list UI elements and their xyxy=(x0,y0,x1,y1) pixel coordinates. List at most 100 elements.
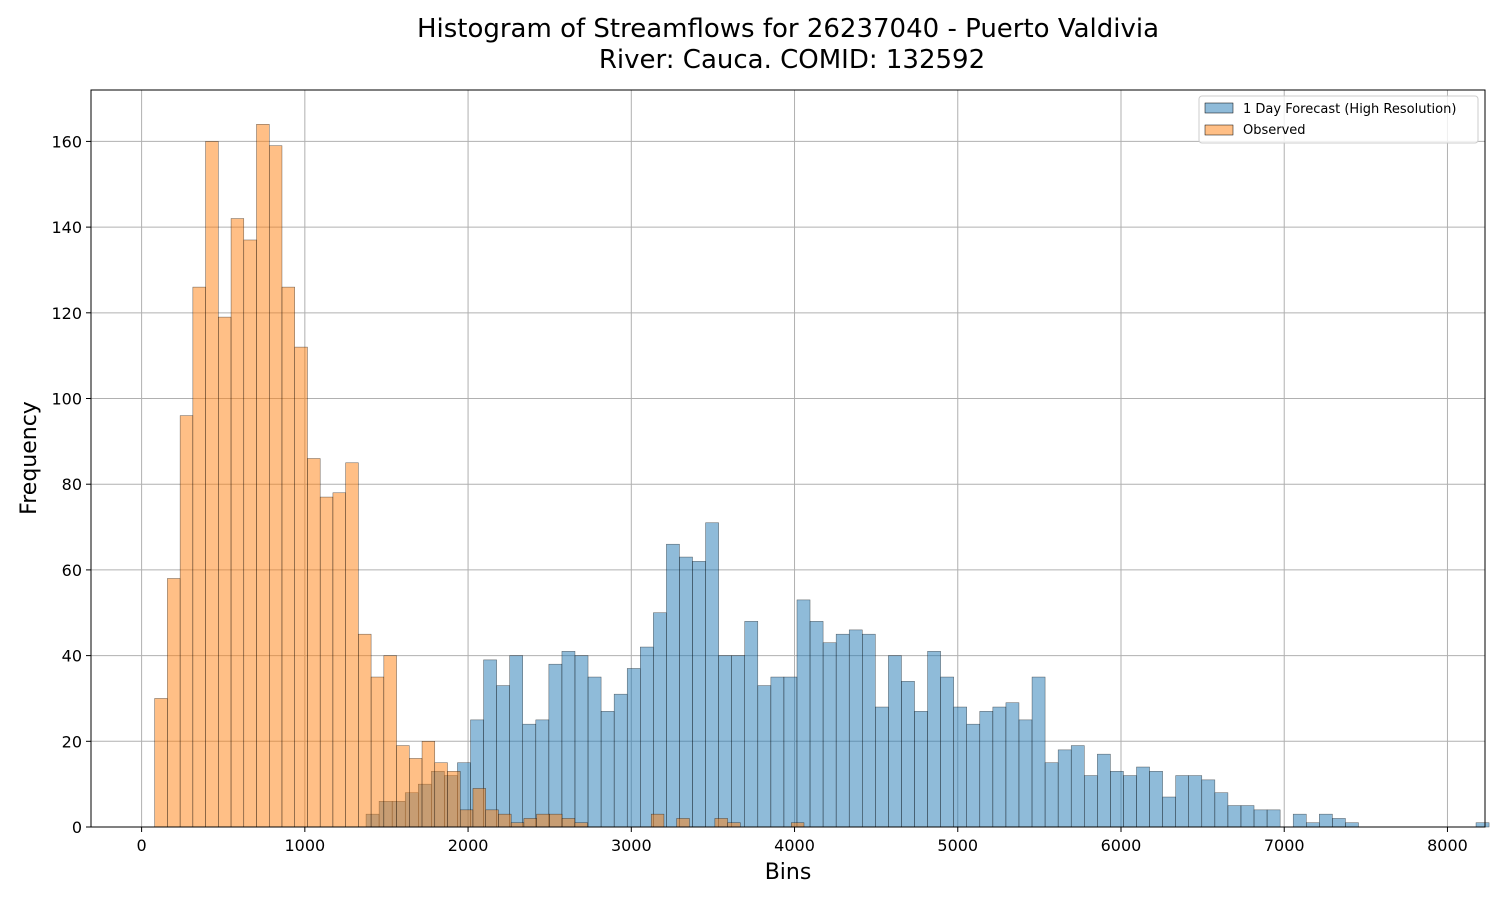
y-tick-label: 40 xyxy=(62,647,82,666)
x-tick-label: 6000 xyxy=(1101,836,1142,855)
forecast-bar xyxy=(1292,813,1307,828)
observed-bar xyxy=(383,655,397,828)
observed-bar xyxy=(268,145,283,828)
forecast-bar xyxy=(744,621,759,828)
observed-bar xyxy=(536,813,550,828)
forecast-bar xyxy=(522,723,537,828)
forecast-bar xyxy=(496,685,510,828)
forecast-bar xyxy=(1214,792,1229,828)
forecast-bar xyxy=(1253,809,1268,828)
forecast-bar xyxy=(862,633,876,828)
forecast-bar xyxy=(835,633,850,828)
forecast-bar xyxy=(535,719,550,828)
observed-bar xyxy=(434,762,448,828)
observed-bar xyxy=(256,124,270,828)
observed-bar xyxy=(561,818,576,828)
legend-swatch-forecast xyxy=(1204,102,1234,114)
observed-bar xyxy=(574,822,588,828)
forecast-bar xyxy=(548,663,563,828)
x-tick-label: 5000 xyxy=(937,836,978,855)
forecast-bar xyxy=(1110,771,1124,828)
observed-bar xyxy=(319,496,334,828)
forecast-bar xyxy=(1044,762,1059,828)
forecast-bar xyxy=(1018,719,1033,828)
series-observed xyxy=(154,124,805,828)
forecast-bar xyxy=(757,685,772,828)
forecast-bar xyxy=(901,681,915,828)
forecast-bar xyxy=(1188,775,1203,828)
legend-label-observed: Observed xyxy=(1243,123,1306,138)
observed-bar xyxy=(791,822,805,828)
forecast-bar xyxy=(914,711,928,828)
forecast-bar xyxy=(1149,771,1163,828)
forecast-bar xyxy=(1201,779,1216,828)
forecast-bar xyxy=(653,612,667,828)
forecast-bar xyxy=(770,676,785,828)
x-tick-label: 1000 xyxy=(284,836,325,855)
observed-bar xyxy=(421,741,436,828)
observed-bar xyxy=(727,822,741,828)
forecast-bar xyxy=(1057,749,1072,828)
observed-bar xyxy=(498,813,512,828)
bars xyxy=(154,124,1490,828)
observed-bar xyxy=(358,633,372,828)
forecast-bar xyxy=(574,655,589,828)
observed-bar xyxy=(230,218,245,828)
forecast-bar xyxy=(1136,766,1150,828)
x-tick-label: 8000 xyxy=(1427,836,1468,855)
observed-bar xyxy=(409,758,423,828)
forecast-bar xyxy=(875,706,889,828)
forecast-bar xyxy=(561,651,576,828)
x-tick-label: 4000 xyxy=(774,836,815,855)
forecast-bar xyxy=(613,693,628,828)
observed-bar xyxy=(370,676,385,828)
forecast-bar xyxy=(640,646,654,828)
forecast-bar xyxy=(979,711,994,828)
plot-frame xyxy=(90,89,1486,828)
observed-bar xyxy=(650,813,665,828)
y-axis-label: Frequency xyxy=(17,401,42,515)
forecast-bar xyxy=(888,655,902,828)
observed-bar xyxy=(459,809,474,828)
forecast-bar xyxy=(1266,809,1281,828)
forecast-bar xyxy=(1097,753,1111,828)
forecast-bar xyxy=(1005,702,1020,828)
y-tick-label: 0 xyxy=(72,818,82,837)
x-tick-label: 0 xyxy=(137,836,147,855)
forecast-bar xyxy=(679,556,693,828)
observed-bar xyxy=(523,818,537,828)
forecast-bar xyxy=(1162,796,1176,828)
forecast-bar xyxy=(600,711,615,828)
forecast-bar xyxy=(587,676,602,828)
legend: 1 Day Forecast (High Resolution) Observe… xyxy=(1198,95,1479,144)
chart-title-line1: Histogram of Streamflows for 26237040 - … xyxy=(417,14,1159,44)
y-tick-label: 20 xyxy=(62,732,82,751)
observed-bar xyxy=(447,771,461,828)
forecast-bar xyxy=(809,621,824,828)
observed-bar xyxy=(345,462,359,828)
y-tick-label: 60 xyxy=(62,561,82,580)
observed-bar xyxy=(472,788,486,828)
observed-bar xyxy=(332,492,346,828)
forecast-bar xyxy=(796,599,811,828)
forecast-bar xyxy=(1123,775,1137,828)
forecast-bar xyxy=(953,706,967,828)
x-tick-label: 3000 xyxy=(611,836,652,855)
forecast-bar xyxy=(1332,818,1346,828)
observed-bar xyxy=(179,415,194,828)
forecast-bar xyxy=(966,723,981,828)
forecast-bar xyxy=(1240,805,1255,828)
forecast-bar xyxy=(1227,805,1242,828)
chart-title-line2: River: Cauca. COMID: 132592 xyxy=(599,45,985,75)
forecast-bar xyxy=(1084,775,1098,828)
forecast-bar xyxy=(626,668,641,828)
forecast-bar xyxy=(783,676,798,828)
forecast-bar xyxy=(1070,745,1085,828)
forecast-bar xyxy=(509,655,523,828)
ticks: 0 1000 2000 3000 4000 5000 6000 7000 8000 0 20 40 60… xyxy=(51,132,1467,855)
forecast-bar xyxy=(705,522,719,828)
observed-bar xyxy=(396,745,410,828)
y-tick-label: 160 xyxy=(51,132,82,151)
forecast-bar xyxy=(1319,813,1333,828)
